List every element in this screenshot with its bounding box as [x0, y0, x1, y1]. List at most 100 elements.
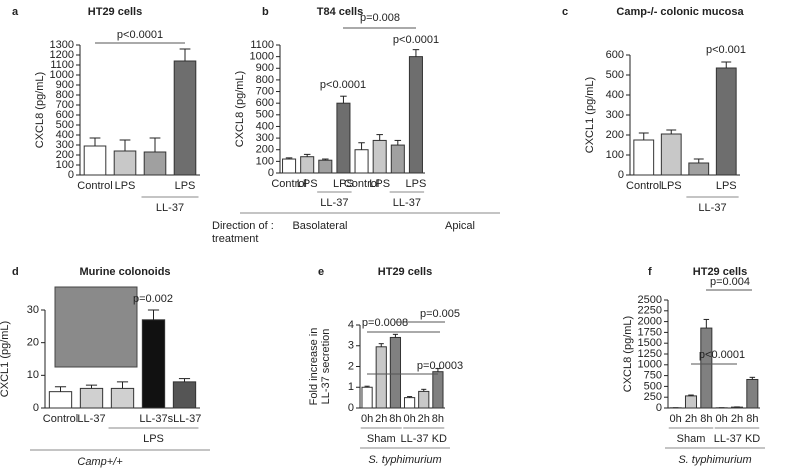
direction-group: Apical — [445, 220, 475, 232]
y-tick-label: 750 — [644, 370, 662, 382]
panel-title: T84 cells — [317, 6, 363, 18]
x-tick-label: Control — [271, 178, 306, 190]
bar — [403, 397, 416, 409]
panel: f HT29 cells 02505007501000125015001750200… — [622, 266, 765, 466]
y-tick-label: 10 — [27, 369, 39, 381]
y-tick-label: 600 — [56, 109, 74, 121]
bar — [79, 387, 104, 409]
y-tick-label: 1200 — [50, 49, 74, 61]
y-tick-label: 0 — [656, 402, 662, 414]
y-tick-label: 200 — [606, 129, 624, 141]
bar — [282, 158, 297, 174]
x-tick-label: 0h — [361, 413, 373, 425]
annotation: p=0.004 — [710, 276, 750, 288]
x-tick-label: LPS — [716, 180, 737, 192]
panel-letter: c — [562, 6, 568, 18]
y-tick-label: 600 — [606, 49, 624, 61]
bar — [354, 149, 369, 174]
x-tick-label: 0h — [716, 413, 728, 425]
inset-image — [54, 286, 138, 368]
y-tick-label: 30 — [27, 304, 39, 316]
panel-letter: d — [12, 266, 19, 278]
annotation: p<0.0001 — [320, 79, 366, 91]
group-label: Sham — [677, 433, 706, 445]
annotation: p=0.008 — [360, 12, 400, 24]
y-tick-label: 1000 — [50, 69, 74, 81]
x-tick-label: 2h — [418, 413, 430, 425]
y-tick-label: 400 — [56, 129, 74, 141]
y-tick-label: 400 — [256, 120, 274, 132]
y-tick-label: 0 — [268, 167, 274, 179]
x-tick-label: LPS — [369, 178, 390, 190]
panel-letter: b — [262, 6, 269, 18]
y-tick-label: 600 — [256, 97, 274, 109]
y-axis-label: CXCL1 (pg/mL) — [0, 321, 11, 397]
group-label: LL-37 — [320, 197, 348, 209]
x-tick-label: 2h — [731, 413, 743, 425]
footer-label: S. typhimurium — [368, 454, 441, 466]
y-tick-label: 2250 — [638, 305, 662, 317]
bar — [418, 390, 430, 409]
panel-letter: a — [12, 6, 19, 18]
y-tick-label: 500 — [256, 109, 274, 121]
panel-title: HT29 cells — [693, 266, 747, 278]
y-tick-label: 1000 — [250, 51, 274, 63]
y-tick-label: 400 — [606, 89, 624, 101]
bar — [390, 144, 405, 174]
bar — [141, 319, 166, 409]
x-tick-label: 2h — [375, 413, 387, 425]
group-label: LL-37 — [698, 202, 726, 214]
y-tick-label: 300 — [256, 132, 274, 144]
panel: d Murine colonoids 0 10 20 30 CXCL1 (pg/mL) Con… — [0, 266, 210, 468]
y-tick-label: 100 — [606, 149, 624, 161]
x-tick-label: 8h — [700, 413, 712, 425]
y-tick-label: 500 — [56, 119, 74, 131]
bar — [361, 386, 373, 409]
annotation: p=0.0003 — [417, 360, 463, 372]
bar — [372, 139, 387, 174]
x-tick-label: LPS — [175, 180, 196, 192]
y-tick-label: 0 — [348, 402, 354, 414]
y-tick-label: 200 — [56, 149, 74, 161]
y-tick-label: 0 — [68, 169, 74, 181]
y-tick-label: 1750 — [638, 326, 662, 338]
bar — [113, 150, 137, 176]
y-tick-label: 0 — [618, 169, 624, 181]
y-tick-label: 900 — [256, 62, 274, 74]
group-label: LL-37 — [393, 197, 421, 209]
y-tick-label: 1000 — [638, 359, 662, 371]
bar — [432, 371, 444, 409]
annotation: p=0.0008 — [362, 317, 408, 329]
y-tick-label: 800 — [256, 74, 274, 86]
x-tick-label: Control — [626, 180, 661, 192]
y-tick-label: 2500 — [638, 294, 662, 306]
direction-group: Basolateral — [292, 220, 347, 232]
group-label: Sham — [367, 433, 396, 445]
bar — [715, 67, 737, 176]
bar — [48, 391, 73, 409]
y-tick-label: 500 — [606, 69, 624, 81]
footer-label: S. typhimurium — [678, 454, 751, 466]
bar — [408, 56, 423, 174]
bar — [684, 395, 698, 409]
annotation: p<0.0001 — [393, 34, 439, 46]
x-tick-label: LL-37 — [77, 413, 105, 425]
bar — [172, 381, 197, 409]
y-tick-label: 100 — [56, 159, 74, 171]
x-tick-label: 2h — [685, 413, 697, 425]
y-tick-label: 900 — [56, 79, 74, 91]
x-tick-label: LPS — [115, 180, 136, 192]
bar — [700, 327, 713, 409]
bar — [300, 156, 315, 174]
y-tick-label: 1 — [348, 381, 354, 393]
y-tick-label: 3 — [348, 340, 354, 352]
y-axis-label: CXCL1 (pg/mL) — [584, 77, 596, 153]
x-tick-label: LL-37 — [139, 413, 167, 425]
x-tick-label: 0h — [670, 413, 682, 425]
x-tick-label: LPS — [661, 180, 682, 192]
panel-title: HT29 cells — [88, 6, 142, 18]
x-tick-label: 8h — [746, 413, 758, 425]
bar — [375, 346, 387, 409]
y-tick-label: 300 — [56, 139, 74, 151]
x-tick-label: LPS — [297, 178, 318, 190]
